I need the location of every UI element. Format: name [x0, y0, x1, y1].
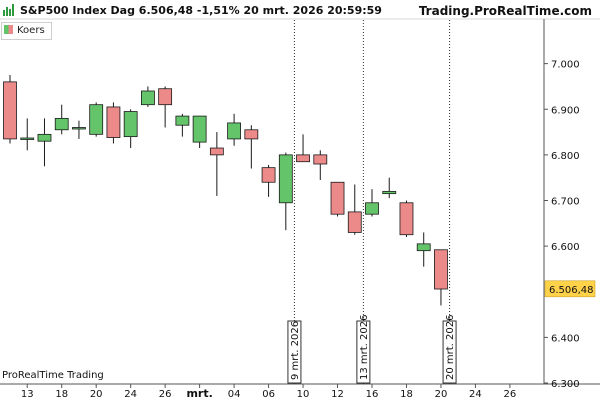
x-tick-label: 18	[55, 389, 68, 400]
x-tick-label: 26	[159, 389, 172, 400]
y-tick-label: 6.300	[551, 379, 580, 390]
candle-up[interactable]	[278, 154, 293, 204]
candle-down[interactable]	[434, 249, 448, 290]
legend-koers[interactable]: Koers	[1, 22, 52, 40]
candle-up[interactable]	[382, 190, 397, 195]
x-tick-label: 26	[504, 389, 517, 400]
candle-up[interactable]	[20, 137, 35, 140]
candle-down[interactable]	[330, 181, 345, 215]
legend-label: Koers	[17, 25, 45, 36]
candle-down[interactable]	[347, 211, 362, 233]
date-marker-box	[442, 320, 457, 384]
candle-up[interactable]	[72, 127, 86, 130]
candle-up[interactable]	[89, 104, 104, 135]
candle-down[interactable]	[209, 147, 224, 156]
x-tick-label: 16	[366, 389, 379, 400]
date-marker-box	[356, 320, 371, 384]
candle-down[interactable]	[296, 154, 310, 163]
candle-up[interactable]	[227, 122, 241, 140]
candle-up[interactable]	[365, 202, 379, 215]
candle-up[interactable]	[37, 133, 52, 142]
date-marker-label: 9 mrt. 2026	[290, 321, 301, 380]
candle-down[interactable]	[244, 129, 259, 140]
x-tick-label: 12	[331, 389, 344, 400]
legend-swatch	[4, 25, 13, 34]
candle-down[interactable]	[3, 81, 17, 140]
x-tick-label: 13	[21, 389, 34, 400]
x-tick-label: 20	[435, 389, 448, 400]
y-tick-label: 6.400	[551, 333, 580, 344]
candle-down[interactable]	[313, 154, 328, 165]
x-tick-label: 04	[228, 389, 241, 400]
candle-up[interactable]	[123, 111, 138, 138]
y-tick-label: 6.700	[551, 197, 580, 208]
candle-down[interactable]	[158, 88, 173, 106]
x-tick-label: 24	[124, 389, 137, 400]
x-tick-label: mrt.	[186, 387, 212, 400]
candle-down[interactable]	[106, 106, 121, 138]
candle-up[interactable]	[416, 243, 431, 252]
x-tick-label: 18	[400, 389, 413, 400]
bar-chart-icon	[3, 4, 14, 16]
date-marker-label: 13 mrt. 2026	[359, 315, 370, 380]
candle-up[interactable]	[54, 117, 69, 131]
y-tick-label: 6.600	[551, 242, 580, 253]
last-price-label: 6.506,48	[549, 285, 594, 296]
x-tick-label: 24	[469, 389, 482, 400]
brand-link[interactable]: Trading.ProRealTime.com	[418, 4, 592, 18]
x-tick-label: 20	[90, 389, 103, 400]
candle-down[interactable]	[399, 202, 414, 236]
candle-up[interactable]	[175, 115, 190, 126]
candle-up[interactable]	[192, 115, 207, 143]
y-tick-label: 6.800	[551, 151, 580, 162]
chart-title: S&P500 Index Dag 6.506,48 -1,51% 20 mrt.…	[20, 4, 382, 17]
date-marker-box	[287, 320, 302, 384]
y-tick-label: 7.000	[551, 60, 580, 71]
x-tick-label: 10	[297, 389, 310, 400]
candle-up[interactable]	[141, 90, 155, 106]
x-tick-label: 06	[262, 389, 275, 400]
watermark: ProRealTime Trading	[2, 370, 104, 381]
y-tick-label: 6.900	[551, 105, 580, 116]
candle-down[interactable]	[261, 167, 276, 183]
last-price-badge	[544, 280, 596, 298]
date-marker-label: 20 mrt. 2026	[445, 315, 456, 380]
